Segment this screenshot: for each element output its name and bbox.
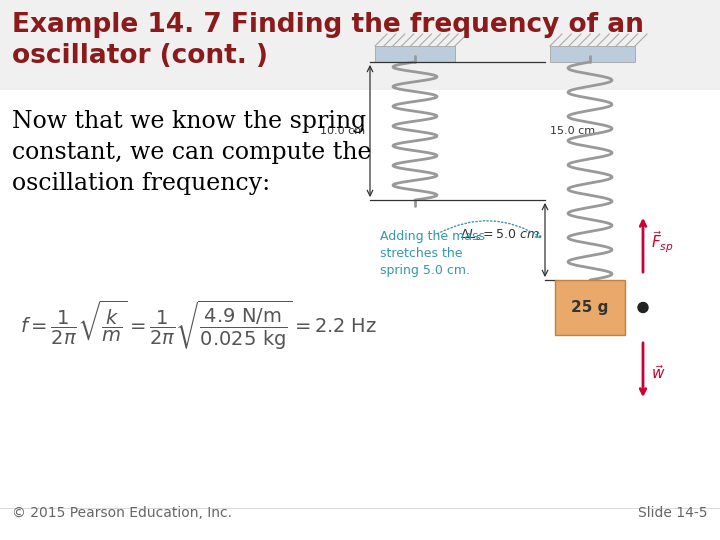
- Text: Example 14. 7 Finding the frequency of an
oscillator (cont. ): Example 14. 7 Finding the frequency of a…: [12, 12, 644, 69]
- Text: $\vec{F}_{sp}$: $\vec{F}_{sp}$: [651, 229, 674, 255]
- Text: 25 g: 25 g: [571, 300, 608, 315]
- Text: $\vec{w}$: $\vec{w}$: [651, 364, 665, 382]
- Text: $f = \dfrac{1}{2\pi}\sqrt{\dfrac{k}{m}} = \dfrac{1}{2\pi}\sqrt{\dfrac{4.9\ \math: $f = \dfrac{1}{2\pi}\sqrt{\dfrac{k}{m}} …: [20, 298, 377, 352]
- Bar: [0, 0, 720, 90]
- Circle shape: [638, 302, 648, 313]
- Bar: [375, 46, 455, 62]
- Text: Adding the mass
stretches the
spring 5.0 cm.: Adding the mass stretches the spring 5.0…: [380, 230, 485, 277]
- Text: 15.0 cm: 15.0 cm: [550, 126, 595, 136]
- Text: Slide 14-5: Slide 14-5: [639, 506, 708, 520]
- Text: Now that we know the spring
constant, we can compute the
oscillation frequency:: Now that we know the spring constant, we…: [12, 110, 372, 195]
- Bar: [555, 280, 625, 335]
- Text: © 2015 Pearson Education, Inc.: © 2015 Pearson Education, Inc.: [12, 506, 232, 520]
- Bar: [550, 46, 635, 62]
- Text: $\Delta L_s = 5.0$ cm: $\Delta L_s = 5.0$ cm: [460, 227, 540, 242]
- Text: 10.0 cm: 10.0 cm: [320, 126, 365, 136]
